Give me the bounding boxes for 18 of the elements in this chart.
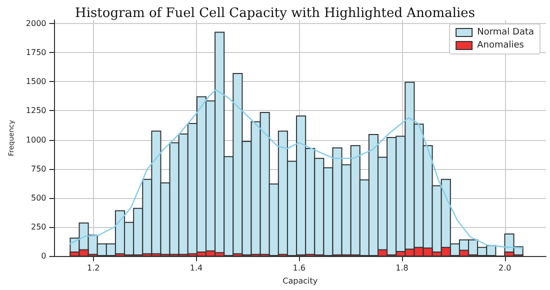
y-tick-label: 500 [30,193,46,202]
x-tick-label: 1.2 [86,264,100,273]
legend-label: Anomalies [477,40,524,50]
y-tick-label: 0 [41,252,46,261]
y-tick-label: 1000 [26,135,46,144]
x-tick-label: 1.8 [396,264,408,273]
x-axis-title: Capacity [282,276,318,286]
legend-label: Normal Data [477,28,534,38]
y-tick-label: 2000 [26,18,46,28]
x-tick-label: 1.6 [292,264,306,273]
y-tick-label: 1750 [26,48,46,58]
y-tick-label: 750 [30,164,46,174]
chart-title: Histogram of Fuel Cell Capacity with Highlighted Anomalies [74,6,476,21]
x-tick-label: 2.0 [498,264,512,273]
y-tick-label: 1500 [26,77,46,86]
y-tick-label: 250 [30,222,46,232]
y-tick-label: 1250 [26,106,46,116]
x-tick-label: 1.4 [190,264,203,273]
